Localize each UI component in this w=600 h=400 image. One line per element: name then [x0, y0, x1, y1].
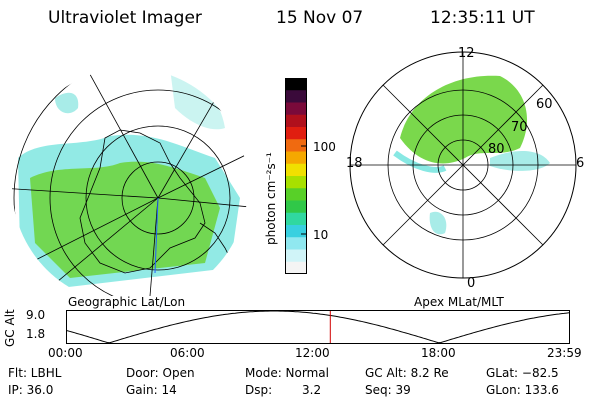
colorbar: [285, 78, 307, 274]
alt-ytick-high: 9.0: [26, 308, 46, 322]
alt-xtick-2359: 23:59: [547, 346, 582, 360]
mlt-label-6: 6: [576, 156, 585, 171]
colorbar-band: [285, 212, 307, 226]
colorbar-band: [285, 237, 307, 250]
colorbar-band: [285, 176, 307, 189]
colorbar-band: [285, 249, 307, 263]
colorbar-band: [285, 200, 307, 214]
colorbar-band: [285, 151, 307, 165]
status-seq: Seq: 39: [365, 383, 411, 397]
mlt-label-18: 18: [346, 156, 363, 171]
colorbar-band: [285, 78, 307, 91]
status-gc-alt: GC Alt: 8.2 Re: [365, 366, 449, 380]
left-map-caption: Geographic Lat/Lon: [68, 295, 186, 309]
alt-plot-ylabel: GC Alt: [3, 309, 17, 347]
colorbar-tick-100: 100: [313, 140, 336, 154]
lat-label-80: 80: [488, 142, 505, 157]
colorbar-band: [285, 127, 307, 140]
colorbar-band: [285, 90, 307, 103]
alt-xtick-0600: 06:00: [170, 346, 205, 360]
status-dsp-label: Dsp:: [245, 383, 273, 397]
lat-label-70: 70: [511, 120, 528, 135]
alt-xtick-1800: 18:00: [421, 346, 456, 360]
colorbar-band: [285, 225, 307, 238]
alt-xtick-0000: 00:00: [48, 346, 83, 360]
magnetic-map: [349, 51, 577, 279]
date-label: 15 Nov 07: [276, 8, 364, 28]
colorbar-band: [285, 139, 307, 152]
geographic-map: [12, 68, 248, 296]
status-ip: IP: 36.0: [8, 383, 54, 397]
right-map-caption: Apex MLat/MLT: [414, 295, 504, 309]
colorbar-band: [285, 102, 307, 116]
status-gain: Gain: 14: [126, 383, 177, 397]
colorbar-band: [285, 163, 307, 177]
alt-xtick-1200: 12:00: [295, 346, 330, 360]
status-glat: GLat: −82.5: [486, 366, 559, 380]
altitude-plot: [66, 310, 570, 344]
colorbar-label: photon cm⁻²s⁻¹: [264, 152, 278, 245]
status-mode: Mode: Normal: [245, 366, 329, 380]
status-glon: GLon: 133.6: [486, 383, 559, 397]
colorbar-tick-10: 10: [313, 228, 329, 242]
colorbar-band: [285, 261, 307, 274]
status-door: Door: Open: [126, 366, 195, 380]
colorbar-band: [285, 188, 307, 201]
time-label: 12:35:11 UT: [430, 8, 535, 28]
lat-label-60: 60: [536, 97, 553, 112]
mlt-label-12: 12: [458, 46, 475, 61]
mlt-label-0: 0: [467, 276, 476, 291]
status-flt: Flt: LBHL: [8, 366, 62, 380]
alt-ytick-low: 1.8: [26, 327, 46, 341]
status-dsp-value: 3.2: [302, 383, 322, 397]
colorbar-band: [285, 114, 307, 128]
instrument-title: Ultraviolet Imager: [48, 8, 202, 28]
